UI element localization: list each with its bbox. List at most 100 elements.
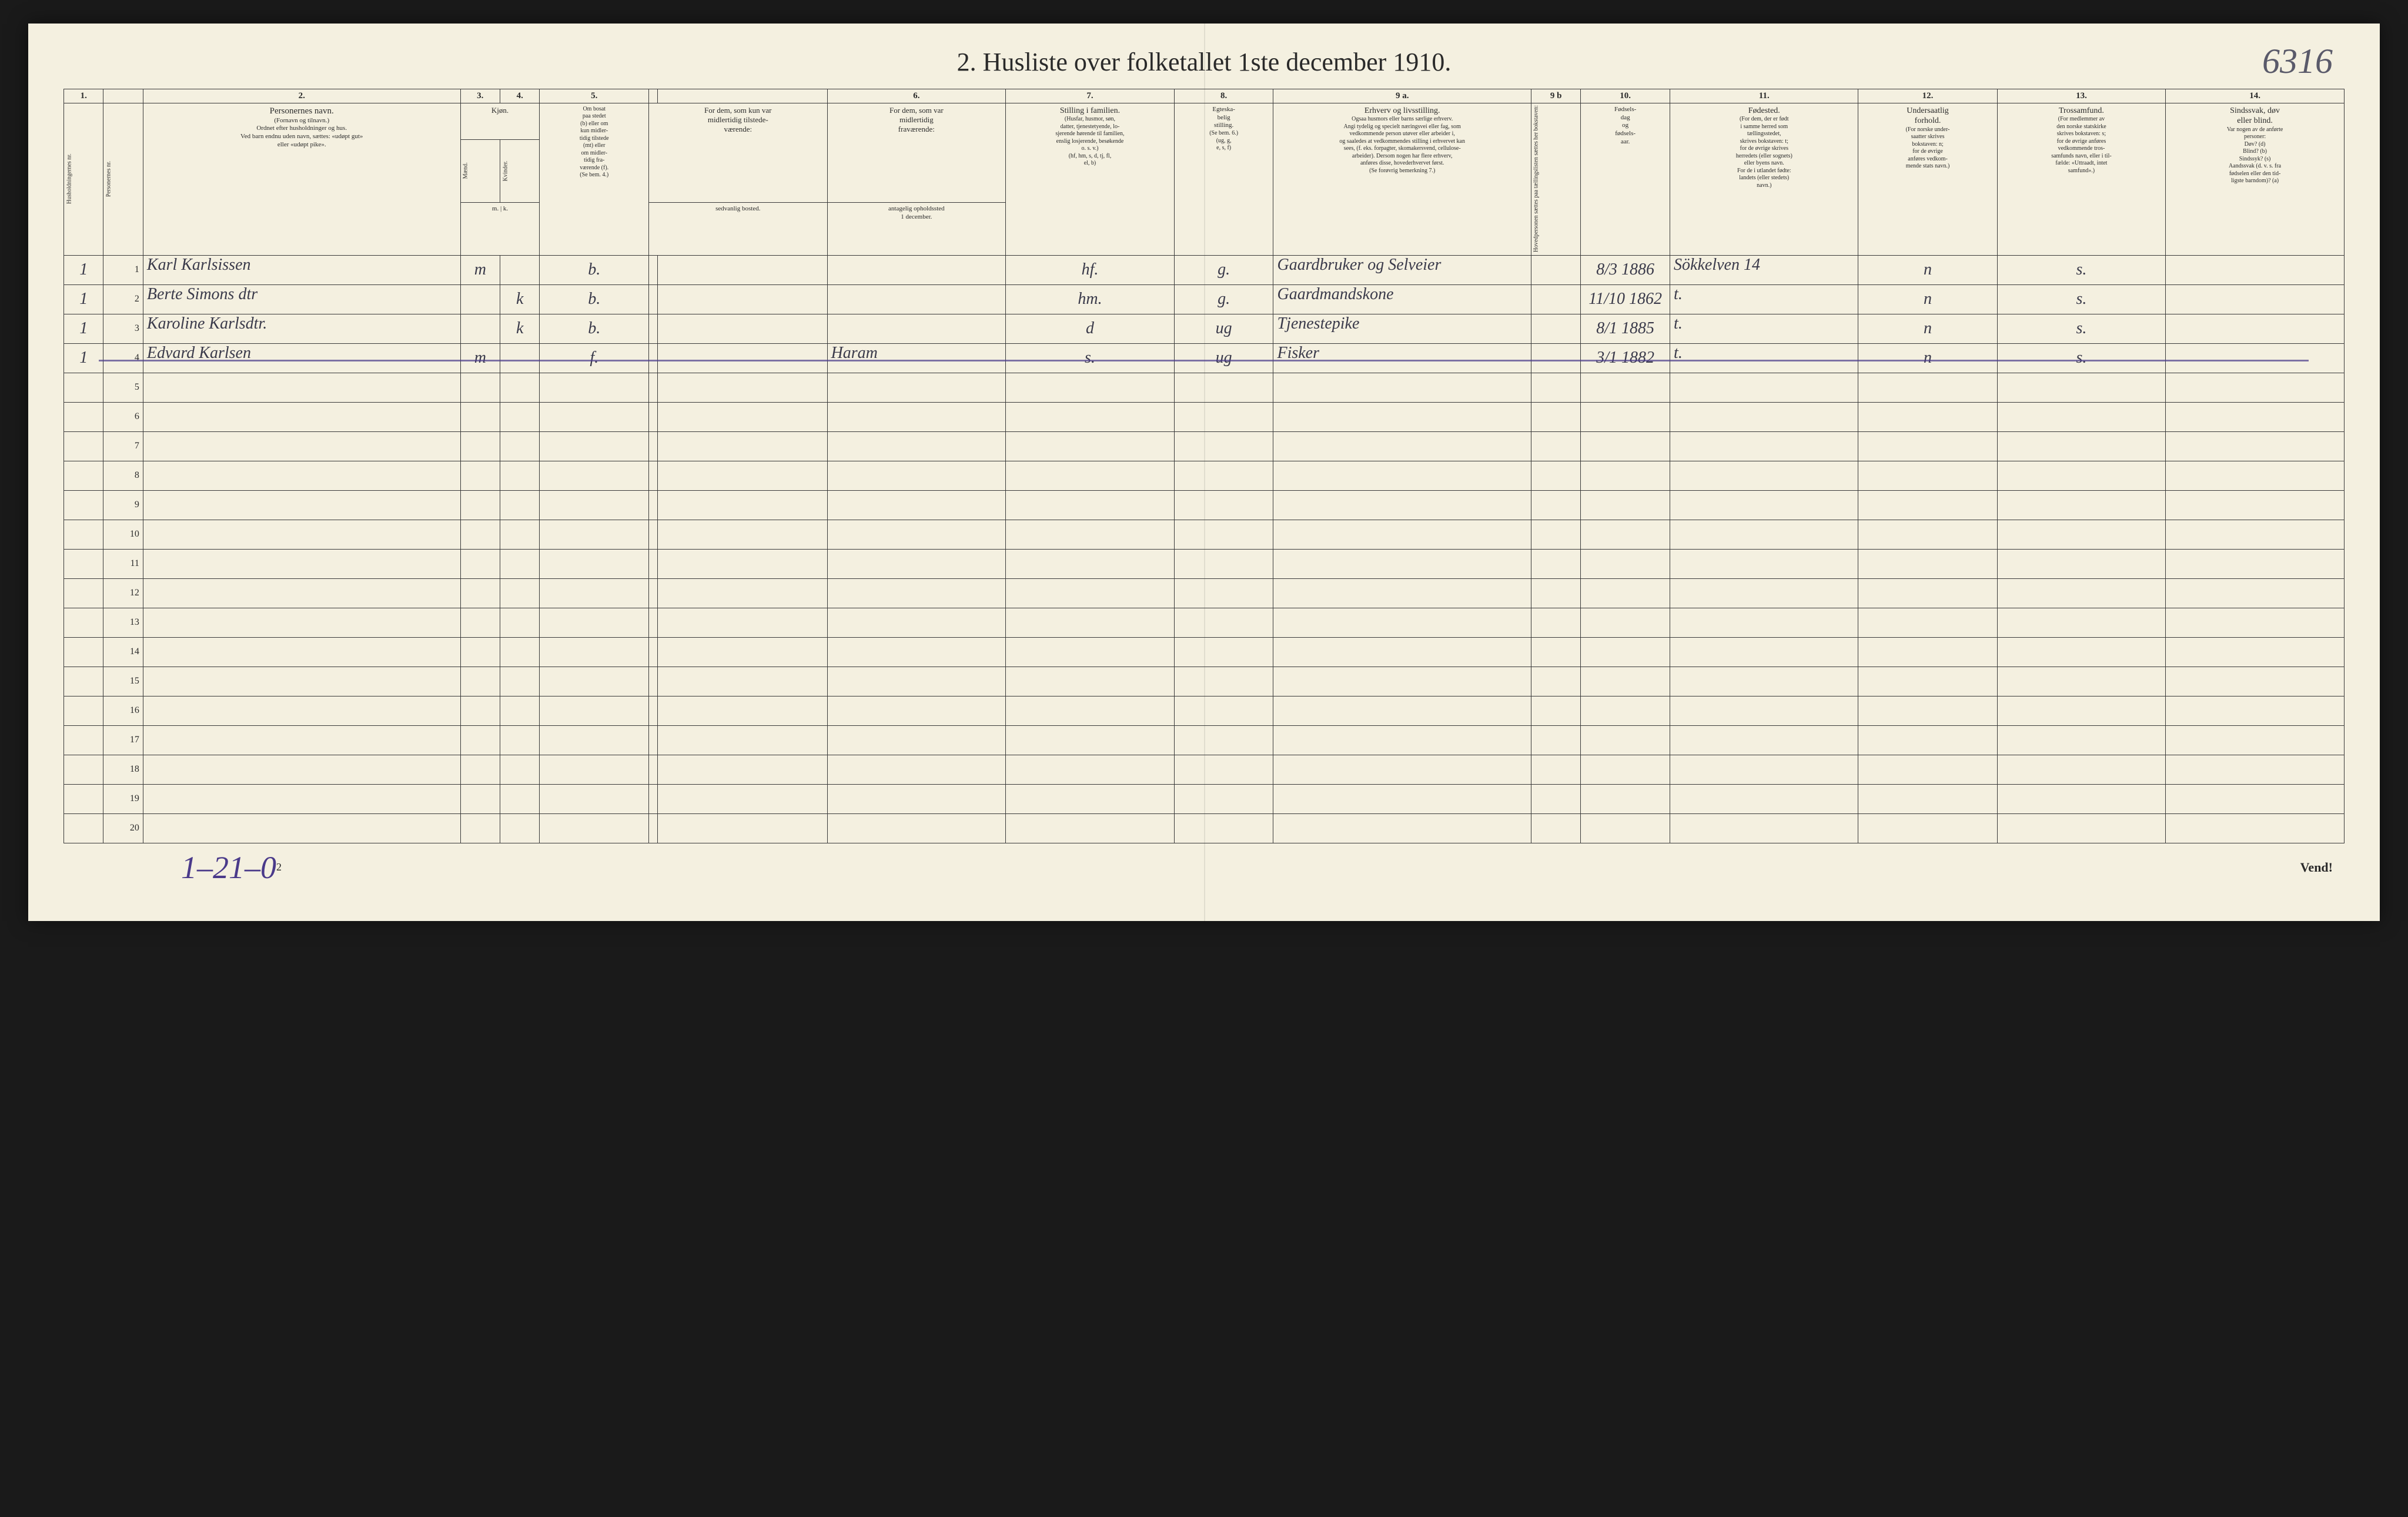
- empty-cell: [64, 490, 103, 520]
- empty-cell: [1670, 549, 1858, 578]
- table-body: 11Karl Karlsissenmb.hf.g.Gaardbruker og …: [64, 255, 2345, 843]
- footer: 1–2 1–0 2 Vend!: [63, 849, 2345, 886]
- empty-cell: [1670, 725, 1858, 755]
- table-row: 14Edvard Karlsenmf.Harams.ugFisker3/1 18…: [64, 343, 2345, 373]
- cell-c14: [2166, 255, 2345, 284]
- cell-c11: t.: [1670, 343, 1858, 373]
- page-title: 2. Husliste over folketallet 1ste decemb…: [957, 47, 1452, 77]
- empty-cell: [2166, 637, 2345, 667]
- empty-cell: [1670, 461, 1858, 490]
- col-num: 2.: [143, 89, 460, 103]
- empty-cell: [460, 696, 500, 725]
- empty-cell: [1858, 549, 1997, 578]
- census-page: 2. Husliste over folketallet 1ste decemb…: [28, 24, 2380, 921]
- col3mk-header: m. | k.: [460, 203, 540, 256]
- col-num: 6.: [827, 89, 1006, 103]
- empty-cell: [1997, 461, 2166, 490]
- empty-cell: [649, 725, 658, 755]
- cell-c8: ug: [1174, 343, 1273, 373]
- cell-name: Berte Simons dtr: [143, 284, 460, 314]
- empty-cell: [827, 549, 1006, 578]
- empty-cell: [1273, 725, 1531, 755]
- empty-cell: [2166, 667, 2345, 696]
- empty-cell: [1581, 608, 1670, 637]
- col11-header: Fødested. (For dem, der er født i samme …: [1670, 103, 1858, 255]
- empty-cell: [1670, 490, 1858, 520]
- empty-cell: [1670, 608, 1858, 637]
- empty-cell: [500, 784, 540, 813]
- col14-header: Sindssvak, døv eller blind. Var nogen av…: [2166, 103, 2345, 255]
- empty-cell: [460, 490, 500, 520]
- empty-cell: [1273, 490, 1531, 520]
- cell-hh: 1: [64, 255, 103, 284]
- col3m-header: Mænd.: [460, 139, 500, 202]
- empty-cell: [500, 402, 540, 431]
- empty-cell: [1997, 373, 2166, 402]
- empty-cell: [1858, 725, 1997, 755]
- table-row-empty: 12: [64, 578, 2345, 608]
- empty-cell: [649, 373, 658, 402]
- empty-cell: [1531, 667, 1580, 696]
- empty-cell: 13: [103, 608, 143, 637]
- empty-cell: [1670, 637, 1858, 667]
- empty-cell: [1174, 813, 1273, 843]
- cell-c10: 8/3 1886: [1581, 255, 1670, 284]
- cell-c10: 3/1 1882: [1581, 343, 1670, 373]
- cell-rownum: 4: [103, 343, 143, 373]
- col-num: 8.: [1174, 89, 1273, 103]
- cell-c8: g.: [1174, 284, 1273, 314]
- cell-c6: Haram: [827, 343, 1006, 373]
- empty-cell: [64, 696, 103, 725]
- col-num: 7.: [1006, 89, 1175, 103]
- cell-c8: g.: [1174, 255, 1273, 284]
- cell-hh: 1: [64, 284, 103, 314]
- empty-cell: [1174, 520, 1273, 549]
- cell-m: [460, 284, 500, 314]
- empty-cell: [1174, 490, 1273, 520]
- empty-cell: [64, 461, 103, 490]
- empty-cell: [540, 490, 649, 520]
- empty-cell: [1273, 431, 1531, 461]
- empty-cell: [1581, 696, 1670, 725]
- empty-cell: [1531, 431, 1580, 461]
- empty-cell: [2166, 696, 2345, 725]
- empty-cell: [1273, 461, 1531, 490]
- empty-cell: [540, 608, 649, 637]
- empty-cell: [1174, 402, 1273, 431]
- empty-cell: [540, 549, 649, 578]
- empty-cell: [1997, 637, 2166, 667]
- table-row: 11Karl Karlsissenmb.hf.g.Gaardbruker og …: [64, 255, 2345, 284]
- cell-c5: [658, 284, 827, 314]
- col-num: 13.: [1997, 89, 2166, 103]
- title-row: 2. Husliste over folketallet 1ste decemb…: [63, 47, 2345, 77]
- cell-c13: s.: [1997, 284, 2166, 314]
- empty-cell: [143, 637, 460, 667]
- cell-c14: [2166, 284, 2345, 314]
- empty-cell: [1273, 578, 1531, 608]
- cell-c10: 11/10 1862: [1581, 284, 1670, 314]
- empty-cell: [1997, 608, 2166, 637]
- empty-cell: [1174, 578, 1273, 608]
- col4-header: Om bosat paa stedet (b) eller om kun mid…: [540, 103, 649, 255]
- empty-cell: [1174, 725, 1273, 755]
- empty-cell: [460, 667, 500, 696]
- empty-cell: [143, 696, 460, 725]
- empty-cell: [460, 813, 500, 843]
- cell-c5a: [649, 314, 658, 343]
- empty-cell: [1273, 402, 1531, 431]
- table-row-empty: 16: [64, 696, 2345, 725]
- cell-bmt: b.: [540, 314, 649, 343]
- empty-cell: [64, 520, 103, 549]
- empty-cell: [64, 608, 103, 637]
- empty-cell: [1273, 813, 1531, 843]
- col1-header: Husholdningernes nr.: [64, 103, 103, 255]
- empty-cell: [540, 725, 649, 755]
- empty-cell: [500, 696, 540, 725]
- empty-cell: [1531, 725, 1580, 755]
- cell-c5a: [649, 343, 658, 373]
- empty-cell: [658, 784, 827, 813]
- col-num: 1.: [64, 89, 103, 103]
- empty-cell: [1670, 373, 1858, 402]
- empty-cell: [658, 461, 827, 490]
- empty-cell: [658, 813, 827, 843]
